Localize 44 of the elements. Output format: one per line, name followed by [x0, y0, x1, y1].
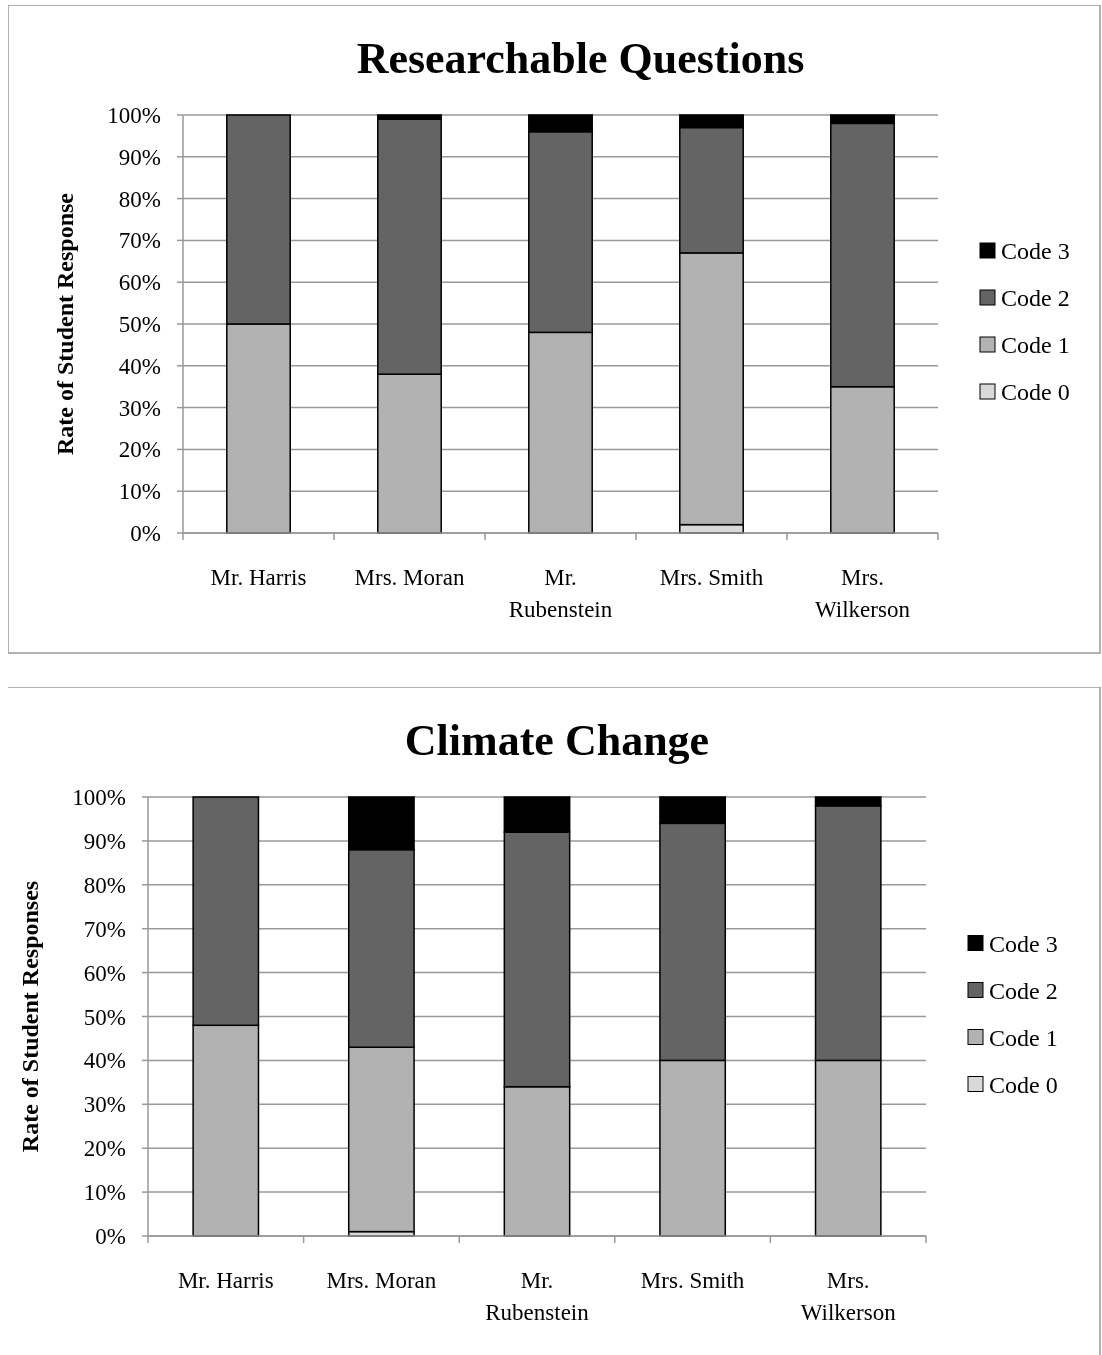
x-tick-label: Mrs. Smith: [659, 565, 764, 590]
legend-label: Code 3: [1001, 238, 1070, 265]
x-tick-label: Mrs. Smith: [640, 1268, 745, 1293]
legend-label: Code 0: [989, 1071, 1058, 1098]
legend-label: Code 2: [989, 977, 1058, 1004]
y-tick-label: 30%: [118, 395, 161, 421]
y-tick-label: 30%: [83, 1092, 126, 1118]
y-tick-label: 40%: [118, 353, 161, 379]
y-tick-label: 40%: [83, 1048, 126, 1074]
x-tick-label: Mr. Harris: [210, 565, 307, 590]
y-tick-label: 0%: [130, 521, 161, 547]
y-axis-title: Rate of Student Response: [52, 192, 78, 456]
legend-label: Code 0: [1001, 379, 1070, 406]
x-tick-label: Mrs. Wilkerson: [815, 565, 911, 622]
x-tick-label: Mrs. Wilkerson: [800, 1268, 897, 1325]
y-tick-label: 100%: [72, 785, 126, 811]
y-tick-label: 100%: [107, 103, 161, 129]
y-tick-label: 70%: [118, 228, 161, 254]
y-tick-label: 20%: [83, 1136, 126, 1162]
y-tick-label: 70%: [83, 916, 126, 942]
y-tick-label: 10%: [83, 1180, 126, 1206]
y-tick-label: 60%: [118, 270, 161, 296]
x-tick-label: Mr. Rubenstein: [485, 1268, 590, 1325]
y-tick-label: 0%: [95, 1224, 126, 1250]
y-tick-label: 50%: [118, 312, 161, 338]
y-tick-label: 80%: [83, 872, 126, 898]
legend-label: Code 1: [989, 1024, 1058, 1051]
y-tick-label: 10%: [118, 479, 161, 505]
y-tick-label: 80%: [118, 186, 161, 212]
legend-label: Code 1: [1001, 332, 1070, 359]
x-tick-label: Mr. Rubenstein: [508, 565, 613, 622]
x-tick-label: Mr. Harris: [177, 1268, 274, 1293]
chart-title: Climate Change: [404, 716, 710, 765]
y-tick-label: 60%: [83, 960, 126, 986]
y-axis-title: Rate of Student Responses: [17, 880, 43, 1153]
y-tick-label: 90%: [83, 828, 126, 854]
x-tick-label: Mrs. Moran: [326, 1268, 437, 1293]
legend-label: Code 3: [989, 930, 1058, 957]
chart-title: Researchable Questions: [356, 34, 805, 83]
x-tick-label: Mrs. Moran: [354, 565, 465, 590]
y-tick-label: 20%: [118, 437, 161, 463]
y-tick-label: 50%: [83, 1004, 126, 1030]
legend-label: Code 2: [1001, 285, 1070, 312]
y-tick-label: 90%: [118, 144, 161, 170]
